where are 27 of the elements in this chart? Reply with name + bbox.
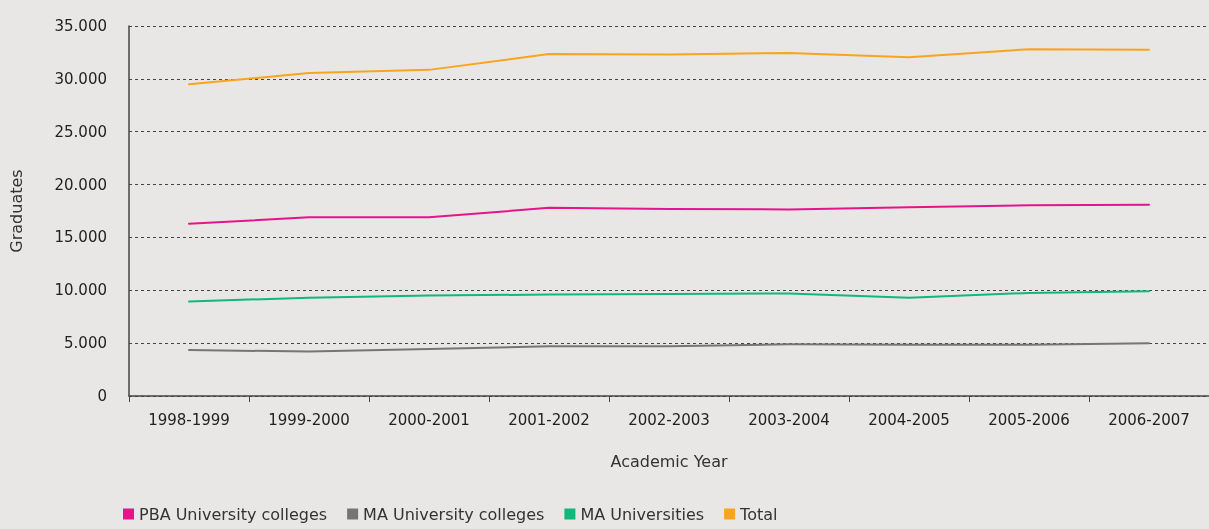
legend-label: PBA University colleges [139, 504, 328, 524]
y-tick-label: 30.000 [54, 69, 107, 88]
y-tick-label: 15.000 [54, 228, 107, 247]
x-tick-label: 2003-2004 [748, 410, 830, 429]
legend-label: MA University colleges [363, 504, 545, 524]
x-tick-label: 2000-2001 [388, 410, 470, 429]
x-tick-label: 1998-1999 [148, 410, 230, 429]
line-series [188, 203, 1150, 225]
y-tick-label: 5.000 [64, 334, 107, 353]
legend-label: Total [739, 504, 778, 524]
legend-label: MA Universities [580, 504, 705, 524]
x-axis-title: Academic Year [610, 451, 728, 471]
y-tick-label: 20.000 [54, 175, 107, 194]
x-tick-label: 2001-2002 [508, 410, 590, 429]
y-tick-label: 35.000 [54, 17, 107, 35]
y-tick-label: 25.000 [54, 122, 107, 141]
x-tick-label: 2005-2006 [988, 410, 1070, 429]
x-tick-label: 1999-2000 [268, 410, 350, 429]
y-axis-title: Graduates [6, 169, 26, 253]
line-series [188, 290, 1150, 303]
x-tick-label: 2002-2003 [628, 410, 710, 429]
line-series [188, 48, 1150, 86]
y-tick-label: 0 [97, 387, 107, 405]
x-tick-label: 2004-2005 [868, 410, 950, 429]
line-series [188, 342, 1150, 353]
y-tick-label: 10.000 [54, 281, 107, 300]
x-tick-label: 2006-2007 [1108, 410, 1190, 429]
